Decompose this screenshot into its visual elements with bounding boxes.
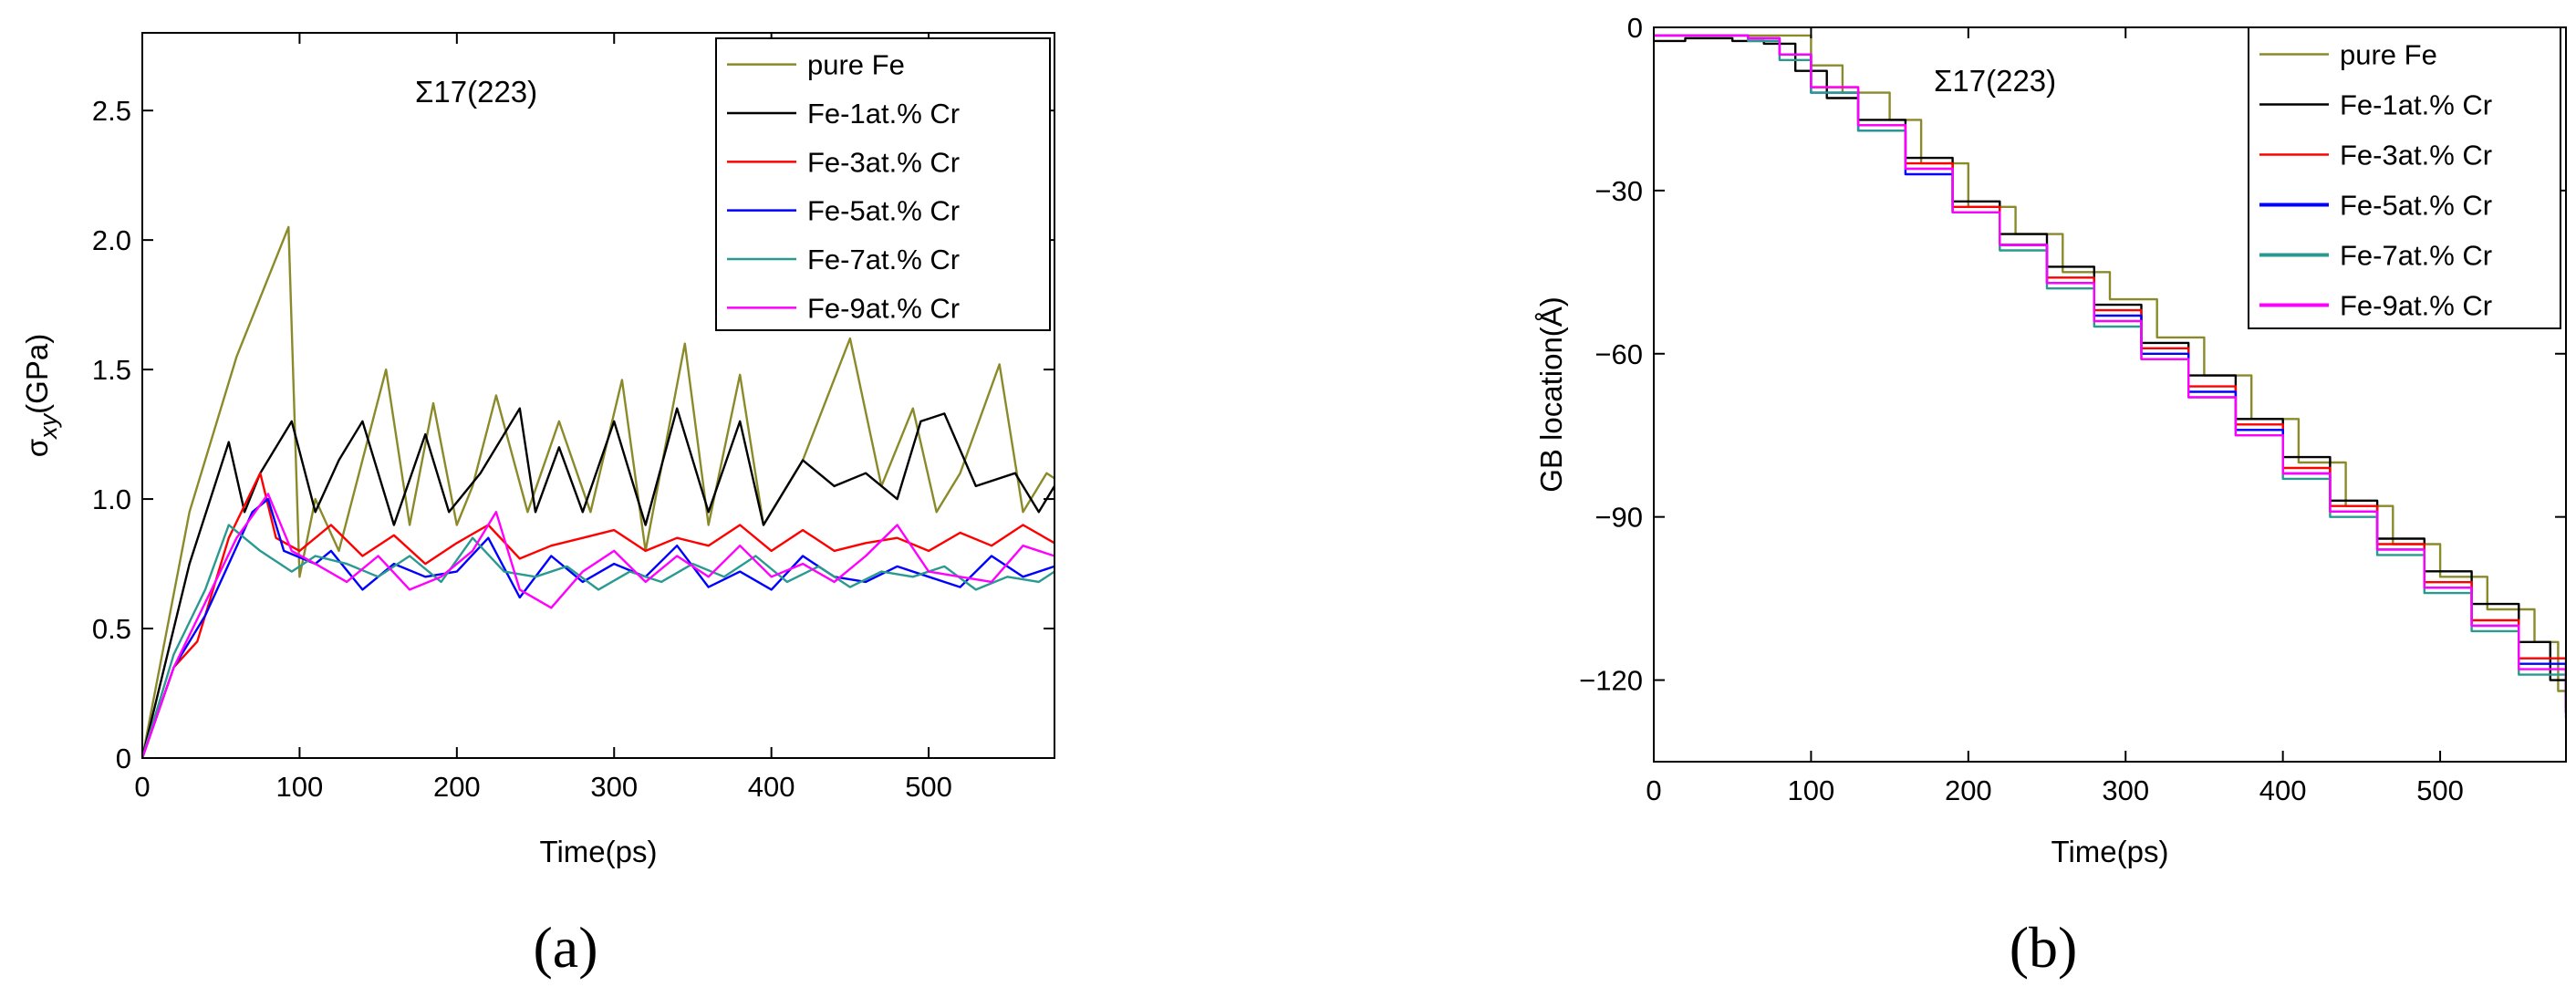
series-group: [1654, 34, 2566, 719]
legend: pure Fe Fe-1at.% Cr Fe-3at.% Cr Fe-5at.% Cr…: [2248, 26, 2561, 329]
legend-entry: Fe-7at.% Cr: [807, 244, 960, 275]
y-tick-label: −90: [1594, 502, 1643, 534]
y-axis-label-unit: (GPa): [20, 334, 54, 414]
x-tick-label: 100: [1788, 774, 1835, 806]
x-tick-label: 0: [1646, 774, 1661, 806]
x-tick-label: 400: [2259, 774, 2307, 806]
y-axis-label: σxy(GPa): [20, 334, 62, 457]
y-tick-label: 0.5: [92, 613, 131, 645]
legend-entry: Fe-5at.% Cr: [807, 195, 960, 227]
series-line-fe-9at-cr: [1654, 34, 2566, 713]
y-axis-label-main: σ: [20, 439, 54, 457]
plot-frame: [141, 32, 1055, 759]
legend-box: [715, 37, 1051, 331]
chart-panel-b: 0 100 200 300 400 500 0 −30 −60 −90 −120 Time(ps) GB…: [1534, 12, 2567, 980]
y-tick-label: 1.5: [92, 354, 131, 386]
x-tick-label: 300: [2102, 774, 2149, 806]
legend: pure Fe Fe-1at.% Cr Fe-3at.% Cr Fe-5at.% Cr…: [715, 37, 1051, 331]
series-line-fe-7at-cr: [142, 524, 1054, 758]
y-tick-label: 0: [116, 743, 131, 774]
x-tick-label: 500: [2416, 774, 2464, 806]
y-axis-label-subscript: xy: [35, 412, 62, 441]
plot-frame: [1653, 26, 2567, 763]
legend-entry: pure Fe: [2340, 39, 2437, 71]
legend-entry: Fe-7at.% Cr: [2340, 240, 2492, 272]
chart-panel-a: 0 100 200 300 400 500 0 0.5 1.0 1.5 2.0 2.5 Time(ps)…: [20, 32, 1055, 980]
y-tick-label: 2.0: [92, 224, 131, 256]
x-tick-label: 100: [276, 771, 324, 803]
legend-entry: Fe-3at.% Cr: [807, 146, 960, 178]
y-tick-label: −60: [1594, 338, 1643, 370]
legend-entry: Fe-9at.% Cr: [807, 292, 960, 324]
x-axis-label: Time(ps): [540, 835, 658, 868]
x-axis-label: Time(ps): [2051, 835, 2169, 868]
x-tick-label: 200: [1945, 774, 1992, 806]
y-tick-label: 0: [1627, 12, 1643, 44]
series-line-fe-3at-cr: [142, 472, 1054, 758]
y-tick-label: 2.5: [92, 95, 131, 127]
legend-entry: Fe-1at.% Cr: [2340, 89, 2492, 121]
x-tick-label: 200: [433, 771, 481, 803]
series-line-fe-1at-cr: [142, 407, 1054, 758]
legend-entry: pure Fe: [807, 49, 905, 81]
x-tick-label: 0: [134, 771, 150, 803]
legend-entry: Fe-1at.% Cr: [807, 98, 960, 130]
legend-entry: Fe-5at.% Cr: [2340, 190, 2492, 222]
series-line-fe-9at-cr: [142, 493, 1054, 758]
y-tick-label: 1.0: [92, 483, 131, 515]
series-group: [142, 225, 1054, 758]
grain-boundary-annotation: Σ17(223): [415, 75, 537, 109]
x-tick-label: 400: [748, 771, 795, 803]
legend-entry: Fe-9at.% Cr: [2340, 290, 2492, 322]
legend-box: [2248, 26, 2561, 329]
legend-entry: Fe-3at.% Cr: [2340, 140, 2492, 171]
y-tick-label: −30: [1594, 175, 1643, 207]
x-tick-label: 300: [590, 771, 638, 803]
grain-boundary-annotation: Σ17(223): [1934, 64, 2056, 98]
y-tick-label: −120: [1579, 665, 1643, 697]
panel-label: (a): [533, 915, 597, 980]
x-tick-label: 500: [905, 771, 952, 803]
y-axis-label: GB location(Å): [1534, 296, 1568, 493]
panel-label: (b): [2010, 915, 2078, 980]
series-line-fe-5at-cr: [142, 497, 1054, 758]
y-axis-label-main: GB location(Å): [1534, 296, 1568, 493]
